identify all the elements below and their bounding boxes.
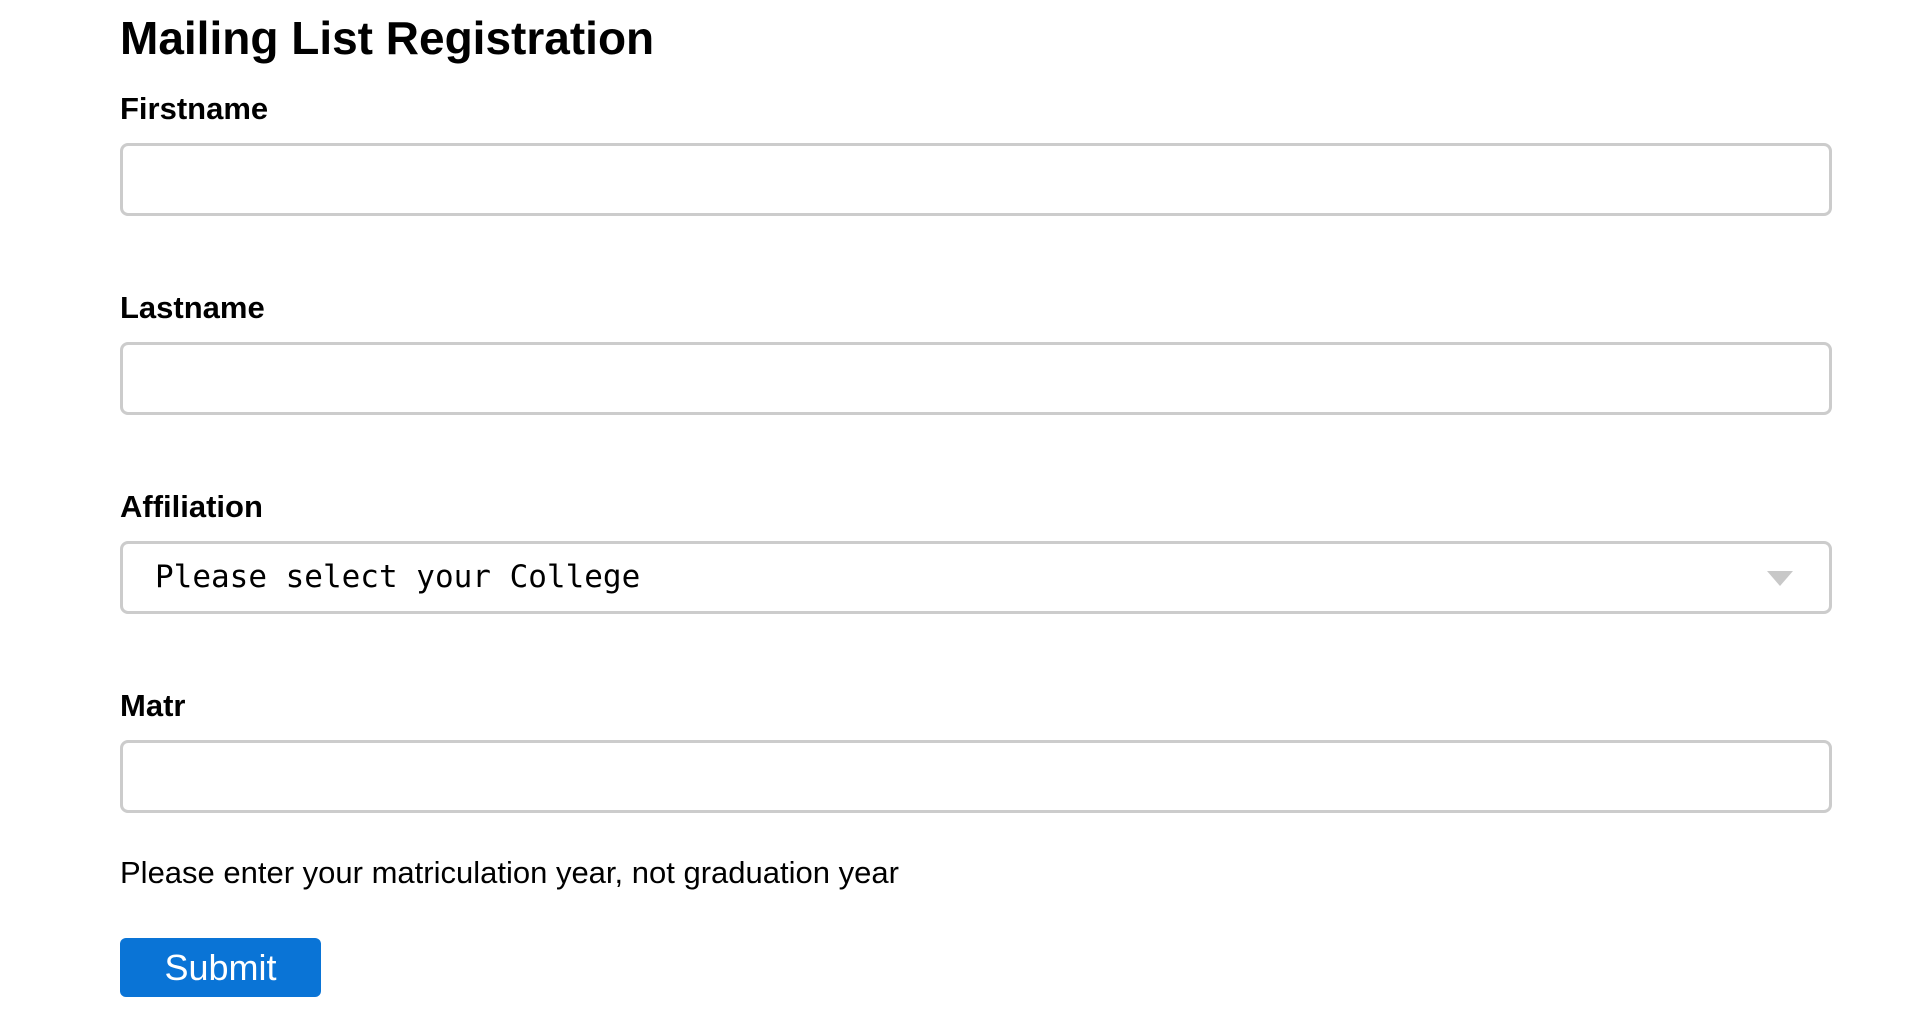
lastname-input[interactable] bbox=[120, 342, 1832, 415]
firstname-input[interactable] bbox=[120, 143, 1832, 216]
affiliation-label: Affiliation bbox=[120, 489, 263, 524]
matr-label: Matr bbox=[120, 688, 186, 723]
lastname-label: Lastname bbox=[120, 290, 265, 325]
matr-input[interactable] bbox=[120, 740, 1832, 813]
chevron-down-icon bbox=[1767, 571, 1793, 586]
firstname-label: Firstname bbox=[120, 91, 269, 126]
affiliation-selected-value: Please select your College bbox=[155, 559, 641, 595]
page-title: Mailing List Registration bbox=[120, 12, 655, 64]
affiliation-select[interactable]: Please select your College bbox=[120, 541, 1832, 614]
matr-help-text: Please enter your matriculation year, no… bbox=[120, 855, 899, 890]
submit-button[interactable]: Submit bbox=[120, 938, 321, 997]
